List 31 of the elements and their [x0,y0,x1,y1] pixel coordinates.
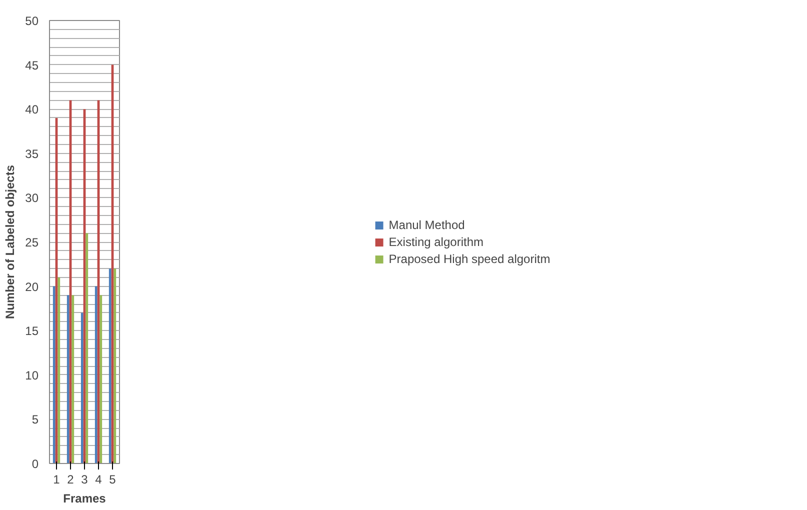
legend-label: Existing algorithm [388,234,484,248]
bar [72,295,74,464]
y-tick-label: 0 [32,457,39,471]
y-tick-label: 35 [25,146,39,161]
x-tick-label: 1 [53,472,60,486]
y-tick-label: 30 [25,191,39,206]
bar [58,277,60,464]
y-tick-label: 15 [25,324,39,338]
x-tick-label: 4 [95,472,102,486]
bar [114,268,116,464]
y-tick-label: 45 [25,58,39,72]
y-axis-title: Number of Labeled objects [3,164,18,320]
bar [108,268,112,464]
bar [94,286,98,464]
y-tick-label: 40 [25,102,39,117]
bar [52,286,56,464]
bar [86,233,88,464]
x-axis-title: Frames [63,492,106,506]
legend-label: Manul Method [388,218,465,232]
y-tick-label: 25 [25,236,39,250]
x-tick-label: 2 [67,472,74,486]
y-tick-label: 10 [25,368,39,382]
y-tick-label: 20 [25,280,39,294]
legend-label: Praposed High speed algoritm [388,252,550,266]
bar [100,295,102,464]
bar [66,295,70,464]
x-tick-label: 3 [81,472,88,486]
y-tick-label: 50 [25,14,39,28]
x-tick-label: 5 [109,472,116,486]
y-tick-label: 5 [32,412,39,427]
bar [80,312,84,464]
